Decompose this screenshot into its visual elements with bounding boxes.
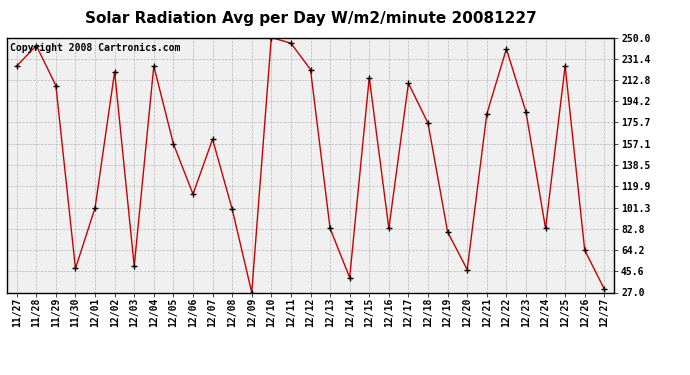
Text: Copyright 2008 Cartronics.com: Copyright 2008 Cartronics.com — [10, 43, 180, 52]
Text: Solar Radiation Avg per Day W/m2/minute 20081227: Solar Radiation Avg per Day W/m2/minute … — [85, 11, 536, 26]
